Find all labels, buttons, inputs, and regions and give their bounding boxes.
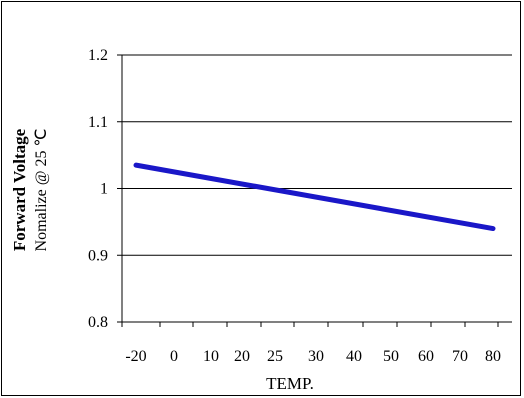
- y-axis-subtitle-group: Nomalize @ 25 ℃: [33, 129, 50, 252]
- y-tick-label: 0.8: [88, 314, 108, 331]
- y-tick-label: 1: [100, 181, 108, 198]
- y-ticks: 0.8 0.9 1 1.1 1.2: [88, 47, 122, 331]
- series-line: [133, 162, 496, 232]
- x-tick-label: 30: [308, 348, 324, 365]
- x-axis-title: TEMP.: [266, 374, 314, 393]
- y-axis-title: Forward Voltage: [10, 128, 29, 251]
- series: [133, 162, 496, 232]
- x-tick-label: 0: [170, 348, 178, 365]
- x-tick-label: 20: [234, 348, 250, 365]
- x-tick-label: 50: [383, 348, 399, 365]
- x-ticks: -20 0 10 20 25 30 40 50 60 70 80: [121, 322, 501, 365]
- y-axis-subtitle: Nomalize @ 25 ℃: [33, 129, 50, 252]
- y-tick-label: 1.1: [88, 114, 108, 131]
- x-tick-label: 25: [267, 348, 283, 365]
- x-tick-label: 40: [346, 348, 362, 365]
- x-tick-label: 60: [418, 348, 434, 365]
- x-tick-label: 10: [203, 348, 219, 365]
- x-tick-label: 80: [485, 348, 501, 365]
- y-tick-label: 0.9: [88, 247, 108, 264]
- y-tick-label: 1.2: [88, 47, 108, 64]
- y-axis-title-group: Forward Voltage: [10, 128, 29, 251]
- x-tick-label: 70: [452, 348, 468, 365]
- x-tick-label: -20: [125, 348, 146, 365]
- gridlines: [122, 54, 512, 256]
